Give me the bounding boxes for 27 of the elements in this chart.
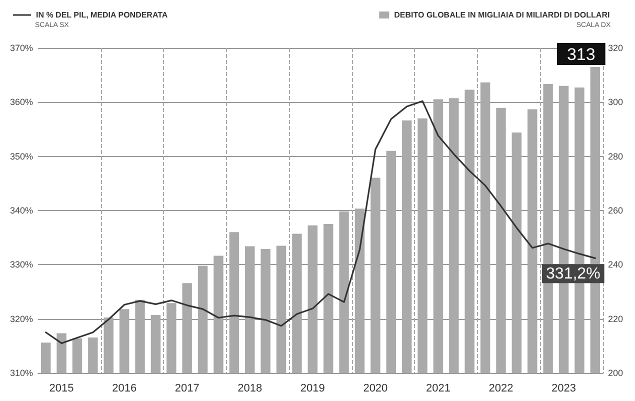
x-tick-label: 2023 xyxy=(552,382,576,394)
y2-tick-label: 280 xyxy=(608,151,624,162)
x-tick-label: 2016 xyxy=(112,382,137,394)
x-tick-label: 2020 xyxy=(363,382,388,394)
x-tick-label: 2021 xyxy=(426,382,450,394)
y-tick-label: 310% xyxy=(10,368,33,378)
y-tick-label: 330% xyxy=(10,260,33,270)
y-tick-label: 340% xyxy=(10,206,33,216)
y-tick-label: 360% xyxy=(10,97,33,108)
y-tick-label: 350% xyxy=(10,151,33,162)
y2-tick-label: 200 xyxy=(608,368,624,378)
legend-label: DEBITO GLOBALE IN MIGLIAIA DI MILIARDI DI DOLLARI xyxy=(394,10,610,20)
y2-tick-label: 260 xyxy=(608,206,624,216)
legend-label: IN % DEL PIL, MEDIA PONDERATA xyxy=(36,10,168,20)
x-tick-label: 2022 xyxy=(488,382,514,394)
y-tick-label: 370% xyxy=(10,43,33,53)
data-label: 331,2% xyxy=(546,266,600,283)
y-tick-label: 320% xyxy=(10,314,33,324)
y2-tick-label: 300 xyxy=(608,97,624,108)
x-tick-label: 2019 xyxy=(300,382,325,394)
x-tick-label: 2017 xyxy=(174,382,200,394)
y2-tick-label: 320 xyxy=(608,43,624,53)
x-tick-label: 2018 xyxy=(238,382,262,394)
data-label: 313 xyxy=(566,44,596,64)
y2-tick-label: 240 xyxy=(608,260,624,270)
x-tick-label: 2015 xyxy=(49,382,74,394)
y2-tick-label: 220 xyxy=(608,314,624,324)
